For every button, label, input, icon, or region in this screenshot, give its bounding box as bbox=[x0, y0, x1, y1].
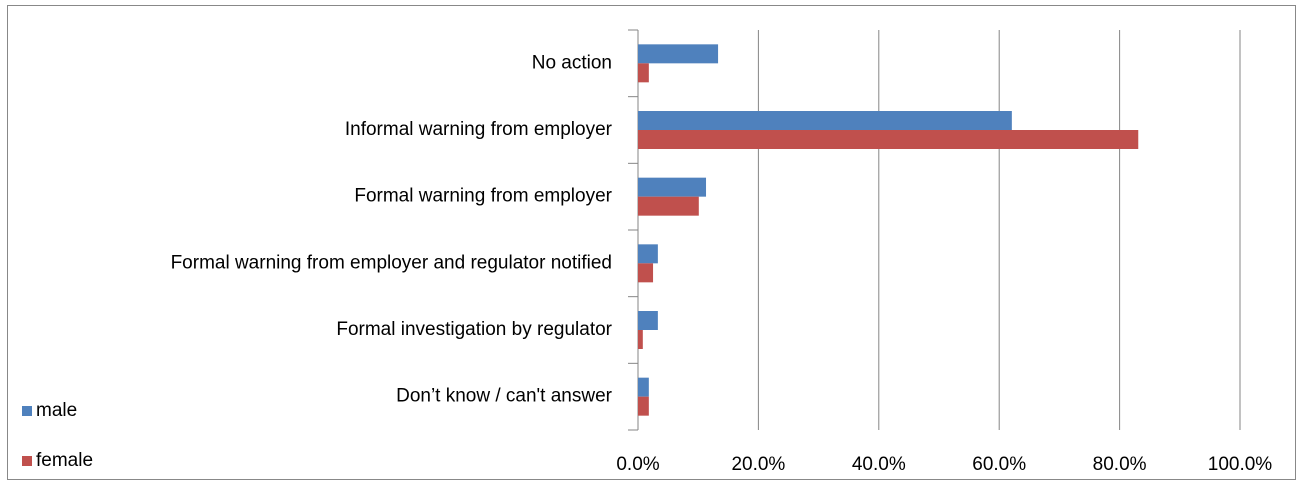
bar bbox=[638, 111, 1012, 130]
y-tick-label: Formal investigation by regulator bbox=[336, 319, 612, 340]
x-tick-label: 20.0% bbox=[731, 454, 785, 475]
legend-label: female bbox=[36, 450, 93, 471]
bar bbox=[638, 244, 658, 264]
bar bbox=[638, 396, 649, 416]
x-tick-label: 60.0% bbox=[972, 454, 1026, 475]
bar bbox=[638, 44, 719, 64]
x-tick-label: 100.0% bbox=[1208, 454, 1273, 475]
x-tick-label: 0.0% bbox=[616, 454, 659, 475]
y-tick-label: Informal warning from employer bbox=[345, 119, 613, 140]
bar bbox=[638, 377, 649, 397]
y-tick-label: No action bbox=[532, 52, 612, 73]
bar bbox=[638, 330, 643, 349]
x-tick-label: 40.0% bbox=[852, 454, 906, 475]
y-tick-label: Formal warning from employer bbox=[354, 186, 612, 207]
legend-label: male bbox=[36, 400, 77, 421]
bar bbox=[638, 177, 707, 197]
chart-border bbox=[7, 5, 1296, 480]
y-tick-label: Formal warning from employer and regulat… bbox=[171, 252, 612, 273]
bar bbox=[638, 311, 658, 330]
bar bbox=[638, 196, 699, 216]
legend-swatch bbox=[22, 406, 32, 416]
bar bbox=[638, 63, 649, 83]
bar bbox=[638, 130, 1139, 149]
y-tick-label: Don’t know / can't answer bbox=[396, 386, 613, 407]
legend-swatch bbox=[22, 456, 32, 466]
bar bbox=[638, 263, 654, 283]
x-tick-label: 80.0% bbox=[1093, 454, 1147, 475]
